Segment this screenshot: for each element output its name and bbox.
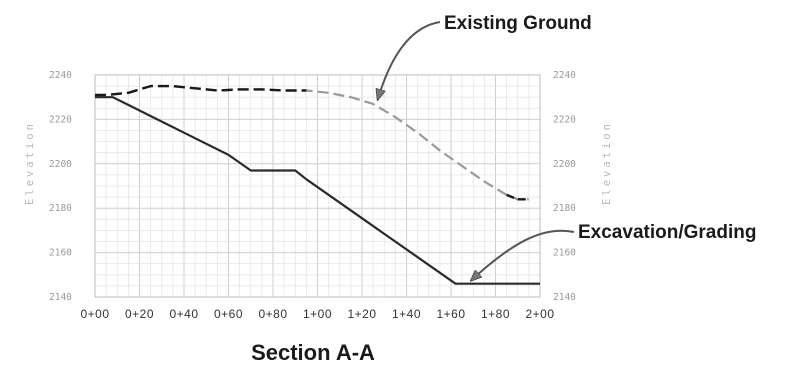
x-tick-label: 0+60 [214,307,243,321]
y-tick-label-right: 2140 [553,292,576,303]
x-tick-label: 1+80 [481,307,510,321]
callout-existing-ground: Existing Ground [378,13,592,100]
x-tick-label: 1+20 [347,307,376,321]
label-layer: 2140 2140 2160 2160 2180 2180 2200 2200 2220 2220… [49,70,576,321]
callout-excavation-grading: Excavation/Grading [471,222,756,281]
y-tick-label-right: 2180 [553,203,576,214]
y-tick-label-right: 2160 [553,248,576,259]
x-tick-label: 1+00 [303,307,332,321]
x-tick-label: 0+20 [125,307,154,321]
y-tick-label-left: 2240 [49,70,72,81]
callout-existing-ground-label: Existing Ground [444,13,592,34]
y-tick-label-left: 2140 [49,292,72,303]
x-tick-label: 2+00 [525,307,554,321]
y-tick-label-right: 2200 [553,159,576,170]
plot-frame [94,74,541,298]
x-tick-label: 0+80 [258,307,287,321]
y-tick-label-left: 2160 [49,248,72,259]
y-tick-label-left: 2200 [49,159,72,170]
chart-title: Section A-A [251,340,375,365]
series-layer [95,84,540,285]
x-tick-label: 0+00 [80,307,109,321]
series-excavation-grading-line [95,96,540,285]
y-tick-label-left: 2220 [49,114,72,125]
callout-excavation-grading-label: Excavation/Grading [578,222,756,243]
y-tick-label-left: 2180 [49,203,72,214]
series-existing-ground-tail [506,193,529,201]
series-existing-ground-line [95,84,307,97]
y-axis-label-left: Elevation [24,121,36,205]
x-tick-label: 1+40 [392,307,421,321]
callout-excavation-grading-arrow [471,229,575,281]
y-axis-label-right: Elevation [601,121,613,205]
grid [94,74,541,298]
x-tick-label: 1+60 [436,307,465,321]
callout-existing-ground-arrow [378,21,441,100]
y-tick-label-right: 2240 [553,70,576,81]
y-tick-label-right: 2220 [553,114,576,125]
x-tick-label: 0+40 [169,307,198,321]
